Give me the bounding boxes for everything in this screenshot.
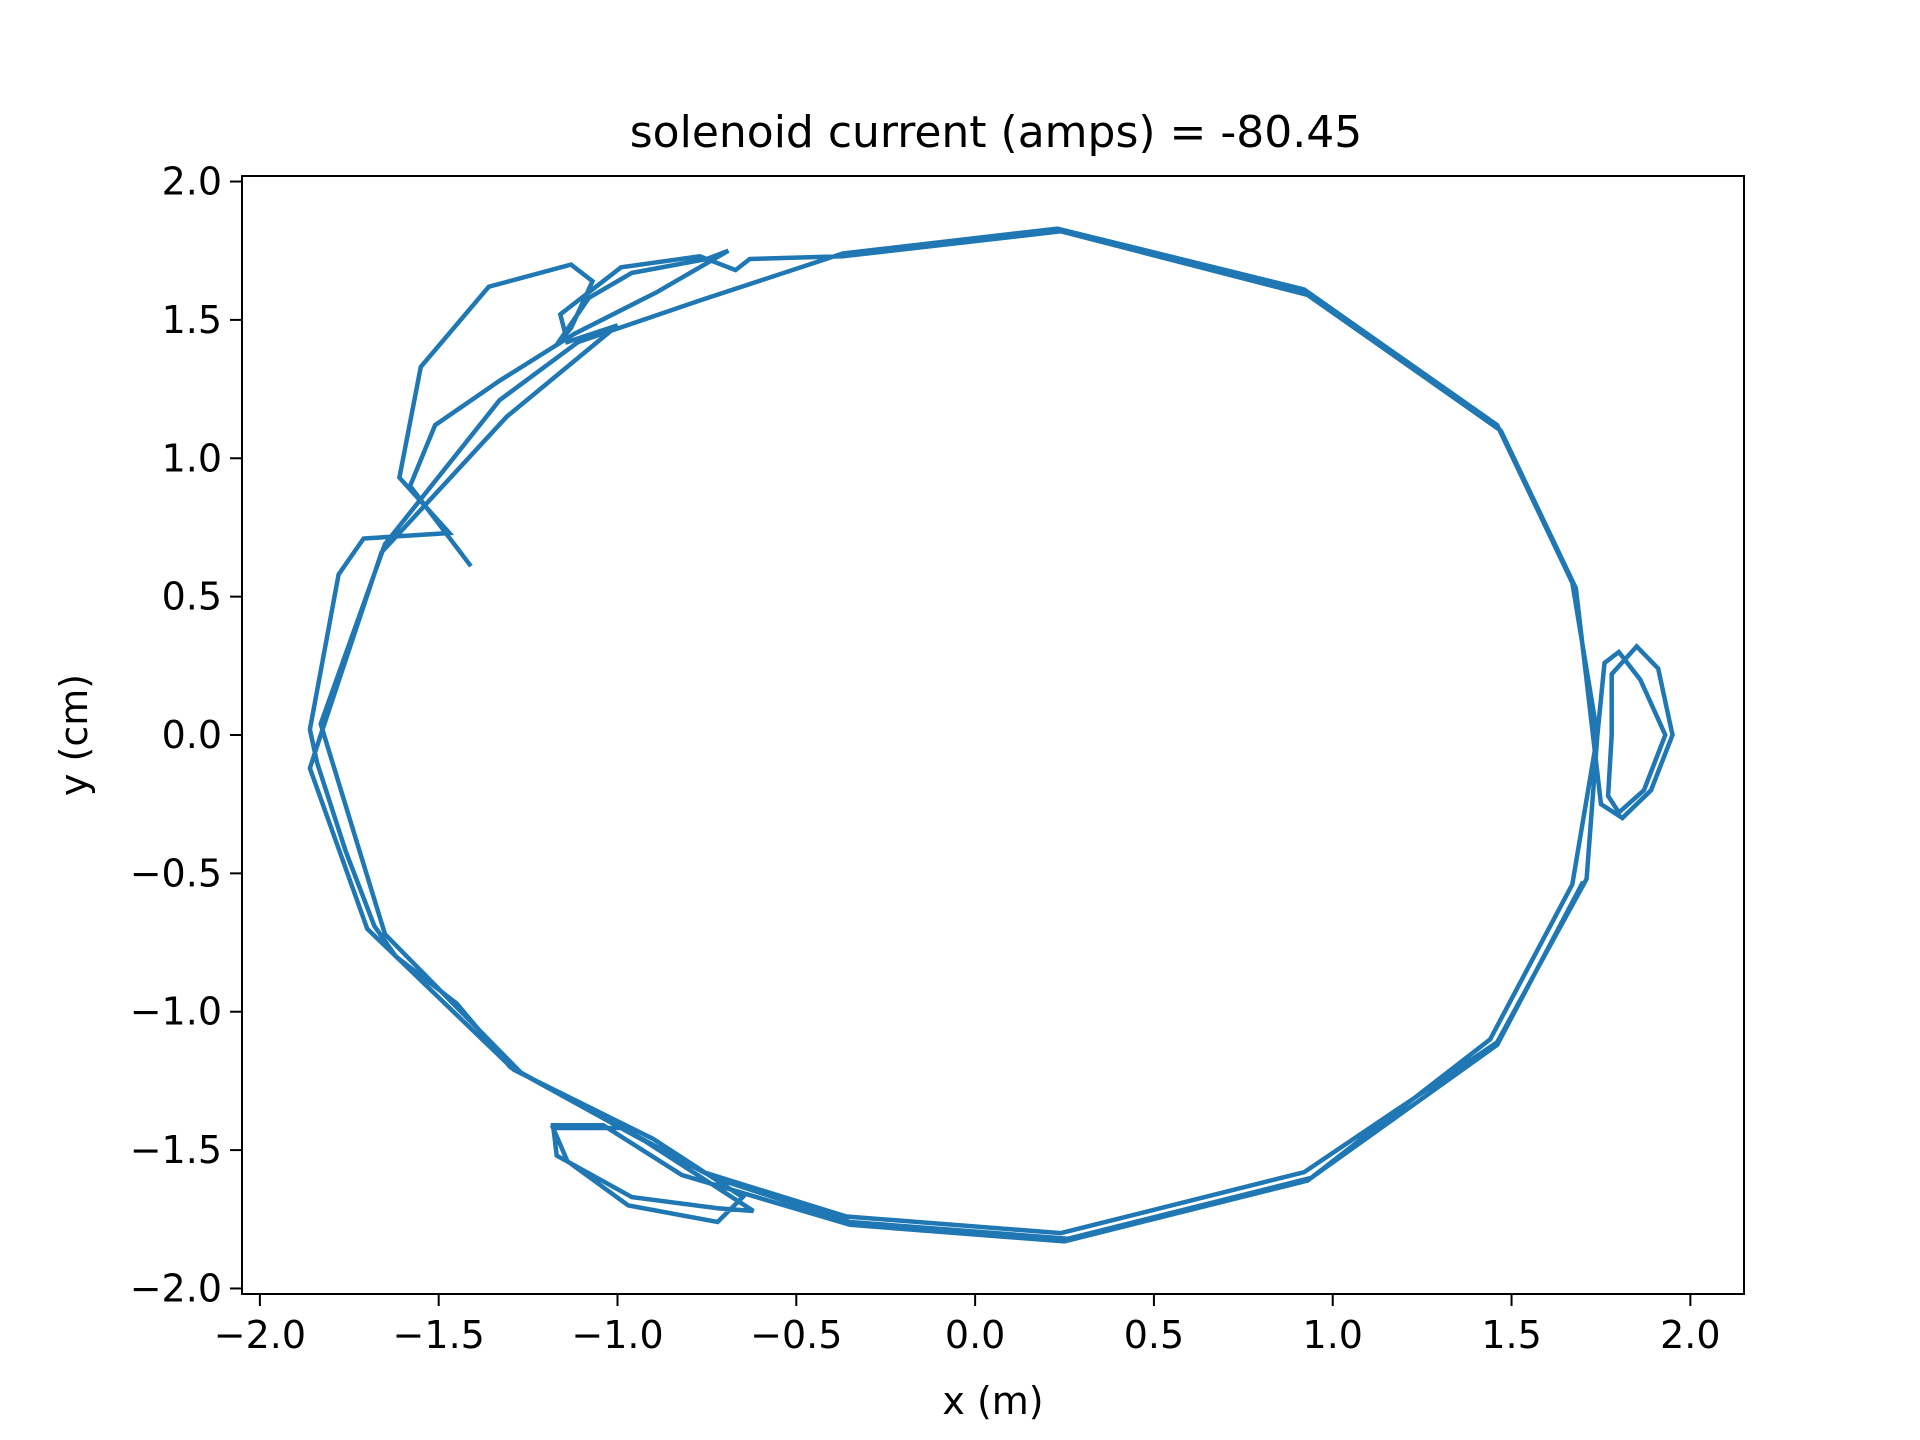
- y-tick-label: −1.5: [130, 1128, 222, 1172]
- chart-title: solenoid current (amps) = -80.45: [630, 107, 1363, 158]
- x-tick-label: −2.0: [214, 1313, 306, 1357]
- x-tick-label: −1.5: [393, 1313, 485, 1357]
- y-tick-label: 1.5: [162, 298, 222, 342]
- y-axis: −2.0 −1.5 −1.0 −0.5 0.0 0.5 1.0 1.5 2.0: [130, 160, 242, 1310]
- y-axis-label: y (cm): [52, 674, 96, 796]
- x-tick-label: 1.5: [1481, 1313, 1541, 1357]
- x-axis: −2.0 −1.5 −1.0 −0.5 0.0 0.5 1.0 1.5 2.0: [214, 1294, 1721, 1357]
- x-tick-label: 1.0: [1303, 1313, 1363, 1357]
- y-tick-label: −0.5: [130, 851, 222, 895]
- x-tick-label: 0.0: [945, 1313, 1005, 1357]
- y-tick-label: 0.5: [162, 575, 222, 619]
- x-tick-label: −0.5: [750, 1313, 842, 1357]
- plot-area: [307, 226, 1675, 1244]
- y-tick-label: 1.0: [162, 436, 222, 480]
- y-tick-label: 0.0: [162, 713, 222, 757]
- y-tick-label: −2.0: [130, 1266, 222, 1310]
- x-tick-label: 2.0: [1660, 1313, 1720, 1357]
- trajectory-line-0: [307, 226, 1675, 1244]
- y-tick-label: −1.0: [130, 990, 222, 1034]
- x-tick-label: 0.5: [1124, 1313, 1184, 1357]
- x-axis-label: x (m): [942, 1379, 1043, 1423]
- x-tick-label: −1.0: [571, 1313, 663, 1357]
- y-tick-label: 2.0: [162, 160, 222, 204]
